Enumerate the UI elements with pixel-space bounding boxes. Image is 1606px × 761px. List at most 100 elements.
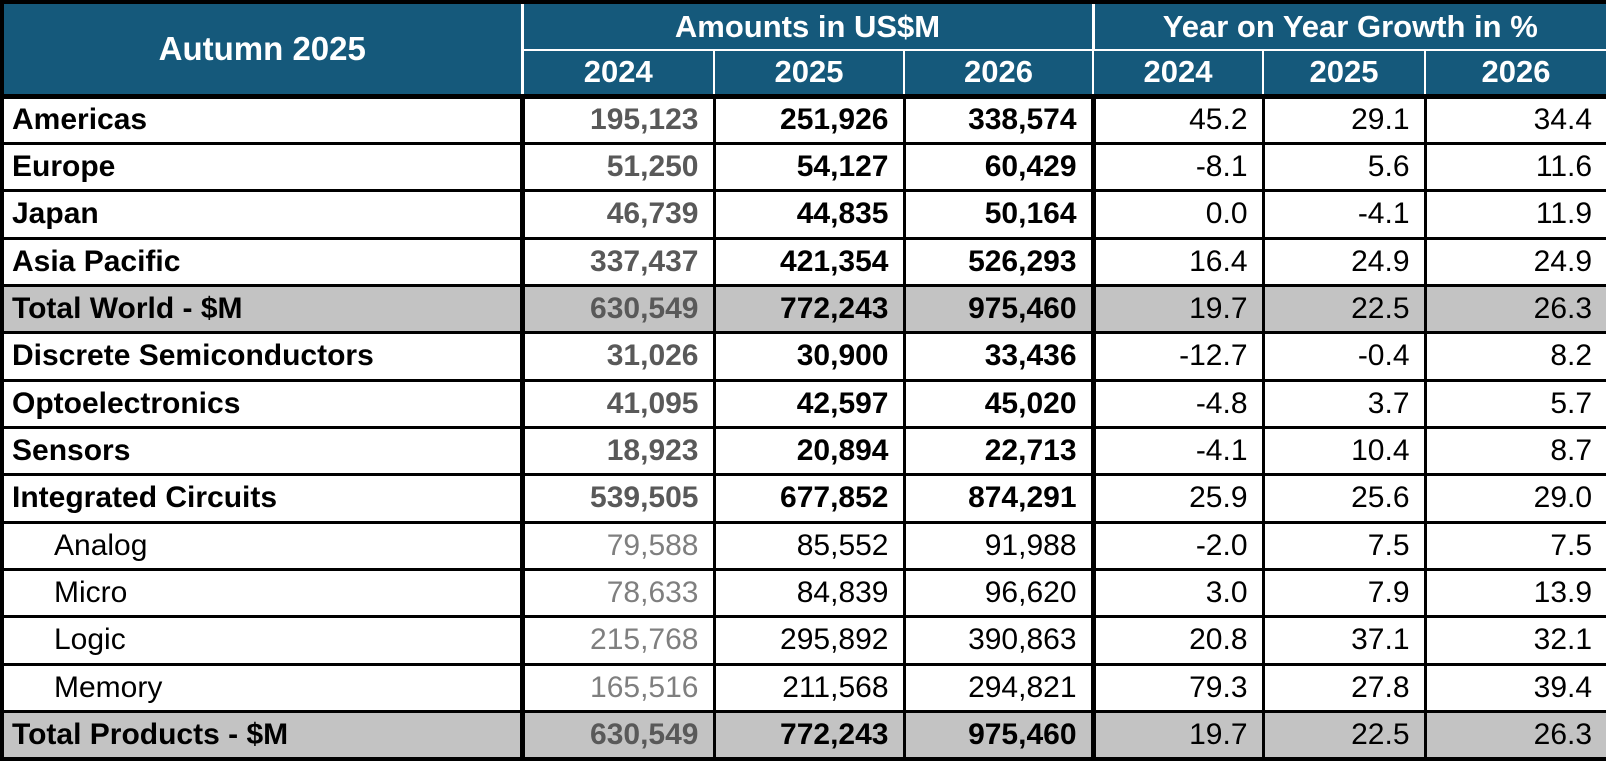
amount-cell-2024: 165,516 bbox=[519, 662, 716, 713]
amount-cell-2024: 31,026 bbox=[519, 331, 716, 382]
amounts-year-2026: 2026 bbox=[902, 50, 1094, 99]
growth-year-2024: 2024 bbox=[1092, 50, 1264, 99]
amount-cell-2025: 44,835 bbox=[712, 189, 906, 240]
row-label: Total World - $M bbox=[0, 283, 524, 335]
amount-cell-2024: 79,588 bbox=[519, 520, 716, 571]
amounts-group-header: Amounts in US$M bbox=[522, 2, 1094, 51]
growth-cell-2025: -0.4 bbox=[1261, 331, 1427, 382]
growth-year-2025: 2025 bbox=[1262, 50, 1426, 99]
amount-cell-2026: 338,574 bbox=[902, 94, 1095, 145]
amount-cell-2024: 215,768 bbox=[519, 615, 716, 666]
table-row: Discrete Semiconductors 31,026 30,900 33,43… bbox=[0, 331, 1606, 382]
growth-cell-2025: 22.5 bbox=[1261, 283, 1427, 335]
amount-cell-2024: 51,250 bbox=[519, 141, 716, 193]
amount-cell-2026: 975,460 bbox=[902, 283, 1095, 335]
growth-cell-2024: 79.3 bbox=[1090, 662, 1265, 713]
amount-cell-2025: 251,926 bbox=[712, 94, 906, 145]
growth-cell-2024: 25.9 bbox=[1090, 473, 1265, 524]
row-label: Analog bbox=[0, 520, 524, 571]
amount-cell-2026: 96,620 bbox=[902, 567, 1095, 619]
amount-cell-2026: 91,988 bbox=[902, 520, 1095, 571]
amount-cell-2025: 677,852 bbox=[712, 473, 906, 524]
row-label: Total Products - $M bbox=[0, 709, 524, 761]
row-label: Americas bbox=[0, 94, 524, 145]
amount-cell-2025: 42,597 bbox=[712, 378, 906, 429]
growth-cell-2024: 0.0 bbox=[1090, 189, 1265, 240]
amount-cell-2025: 54,127 bbox=[712, 141, 906, 193]
growth-cell-2026: 11.6 bbox=[1423, 141, 1606, 193]
growth-cell-2025: 37.1 bbox=[1261, 615, 1427, 666]
amount-cell-2025: 772,243 bbox=[712, 709, 906, 761]
growth-cell-2024: 16.4 bbox=[1090, 236, 1265, 287]
growth-cell-2025: 25.6 bbox=[1261, 473, 1427, 524]
header-year-row: 2024 2025 2026 2024 2025 2026 bbox=[2, 50, 1606, 99]
growth-cell-2025: 10.4 bbox=[1261, 425, 1427, 477]
amount-cell-2026: 33,436 bbox=[902, 331, 1095, 382]
row-label: Memory bbox=[0, 662, 524, 713]
amount-cell-2026: 294,821 bbox=[902, 662, 1095, 713]
amount-cell-2026: 60,429 bbox=[902, 141, 1095, 193]
row-label: Integrated Circuits bbox=[0, 473, 524, 524]
growth-cell-2025: 29.1 bbox=[1261, 94, 1427, 145]
amount-cell-2025: 772,243 bbox=[712, 283, 906, 335]
growth-cell-2026: 7.5 bbox=[1423, 520, 1606, 571]
growth-cell-2026: 26.3 bbox=[1423, 283, 1606, 335]
report-title: Autumn 2025 bbox=[2, 2, 524, 99]
amount-cell-2025: 211,568 bbox=[712, 662, 906, 713]
growth-year-2026: 2026 bbox=[1424, 50, 1606, 99]
table-row: Integrated Circuits 539,505 677,852 874,291… bbox=[0, 473, 1606, 524]
growth-cell-2026: 13.9 bbox=[1423, 567, 1606, 619]
row-label: Asia Pacific bbox=[0, 236, 524, 287]
growth-cell-2024: -8.1 bbox=[1090, 141, 1265, 193]
amount-cell-2025: 84,839 bbox=[712, 567, 906, 619]
amounts-year-2025: 2025 bbox=[713, 50, 904, 99]
amount-cell-2025: 20,894 bbox=[712, 425, 906, 477]
amount-cell-2026: 975,460 bbox=[902, 709, 1095, 761]
table-row: Micro 78,633 84,839 96,620 3.0 7.9 13.9 bbox=[0, 567, 1606, 619]
growth-cell-2026: 24.9 bbox=[1423, 236, 1606, 287]
amount-cell-2024: 46,739 bbox=[519, 189, 716, 240]
table-row: Analog 79,588 85,552 91,988 -2.0 7.5 7.5 bbox=[0, 520, 1606, 571]
row-label: Japan bbox=[0, 189, 524, 240]
growth-cell-2025: -4.1 bbox=[1261, 189, 1427, 240]
amount-cell-2024: 18,923 bbox=[519, 425, 716, 477]
table-row: Total World - $M 630,549 772,243 975,460 19.… bbox=[0, 283, 1606, 335]
table-row: Asia Pacific 337,437 421,354 526,293 16.4 24.… bbox=[0, 236, 1606, 287]
table-row: Memory 165,516 211,568 294,821 79.3 27.8 39.4 bbox=[0, 662, 1606, 713]
growth-cell-2024: 3.0 bbox=[1090, 567, 1265, 619]
amount-cell-2026: 45,020 bbox=[902, 378, 1095, 429]
amount-cell-2026: 526,293 bbox=[902, 236, 1095, 287]
row-label: Micro bbox=[0, 567, 524, 619]
growth-cell-2024: -2.0 bbox=[1090, 520, 1265, 571]
amount-cell-2024: 41,095 bbox=[519, 378, 716, 429]
growth-cell-2026: 26.3 bbox=[1423, 709, 1606, 761]
table-row: Japan 46,739 44,835 50,164 0.0 -4.1 11.9 bbox=[0, 189, 1606, 240]
growth-cell-2024: 45.2 bbox=[1090, 94, 1265, 145]
growth-cell-2026: 11.9 bbox=[1423, 189, 1606, 240]
amount-cell-2025: 295,892 bbox=[712, 615, 906, 666]
growth-cell-2025: 5.6 bbox=[1261, 141, 1427, 193]
growth-cell-2025: 7.9 bbox=[1261, 567, 1427, 619]
amount-cell-2024: 630,549 bbox=[519, 709, 716, 761]
amount-cell-2024: 78,633 bbox=[519, 567, 716, 619]
growth-cell-2026: 5.7 bbox=[1423, 378, 1606, 429]
growth-cell-2026: 39.4 bbox=[1423, 662, 1606, 713]
amounts-year-2024: 2024 bbox=[522, 50, 714, 99]
row-label: Logic bbox=[0, 615, 524, 666]
amount-cell-2025: 85,552 bbox=[712, 520, 906, 571]
growth-cell-2026: 8.7 bbox=[1423, 425, 1606, 477]
growth-cell-2026: 32.1 bbox=[1423, 615, 1606, 666]
amount-cell-2026: 874,291 bbox=[902, 473, 1095, 524]
amount-cell-2024: 539,505 bbox=[519, 473, 716, 524]
table-row: Europe 51,250 54,127 60,429 -8.1 5.6 11.6 bbox=[0, 141, 1606, 193]
table-row: Americas 195,123 251,926 338,574 45.2 29.1 34.… bbox=[0, 94, 1606, 145]
growth-cell-2025: 22.5 bbox=[1261, 709, 1427, 761]
amount-cell-2024: 337,437 bbox=[519, 236, 716, 287]
table-body: Americas 195,123 251,926 338,574 45.2 29.1 34.… bbox=[0, 94, 1606, 761]
growth-cell-2024: 19.7 bbox=[1090, 283, 1265, 335]
amount-cell-2026: 50,164 bbox=[902, 189, 1095, 240]
growth-cell-2024: -12.7 bbox=[1090, 331, 1265, 382]
row-label: Optoelectronics bbox=[0, 378, 524, 429]
